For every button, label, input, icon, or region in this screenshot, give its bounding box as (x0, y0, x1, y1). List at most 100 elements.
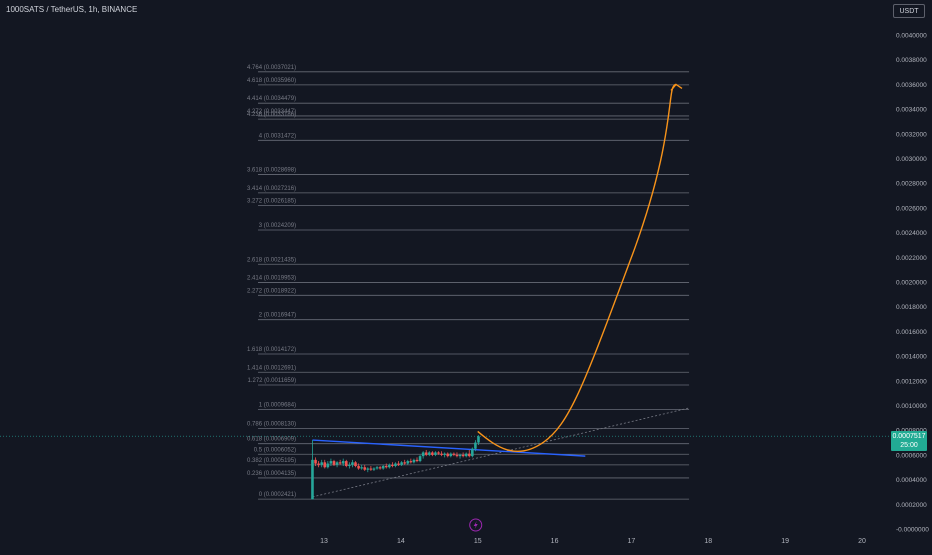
candle-up[interactable] (474, 442, 477, 449)
candle-up[interactable] (400, 462, 403, 465)
candle-down[interactable] (415, 459, 419, 462)
candle-layer[interactable] (311, 435, 480, 500)
fib-level-label: 4.236 (0.0033186) (247, 112, 296, 118)
candle-down[interactable] (338, 462, 342, 464)
current-price-badge: 0.0007517 25:00 (891, 431, 927, 451)
axis-layer[interactable]: 0.0040000 0.0038000 0.0036000 0.0034000 0.00… (320, 33, 929, 546)
fib-level-label: 4.618 (0.0035960) (247, 78, 296, 84)
candle-down[interactable] (455, 454, 459, 457)
y-axis-tick-label: 0.0010000 (896, 403, 927, 410)
y-axis-tick-label: -0.0000000 (896, 527, 929, 534)
y-axis-tick-label: 0.0026000 (896, 205, 927, 212)
candle-down[interactable] (357, 466, 360, 469)
candle-up[interactable] (471, 448, 474, 457)
candle-down[interactable] (332, 461, 336, 465)
candle-up[interactable] (311, 459, 314, 500)
x-axis-tick-label: 18 (704, 538, 712, 545)
symbol-title[interactable]: 1000SATS / TetherUS, 1h, BINANCE (6, 5, 138, 14)
bar-countdown-label: 25:00 (900, 442, 918, 449)
candle-up[interactable] (335, 462, 339, 465)
fib-level-label: 0.382 (0.0005195) (247, 458, 296, 464)
candle-down[interactable] (446, 453, 450, 457)
candle-down[interactable] (378, 467, 382, 469)
candle-down[interactable] (317, 463, 320, 465)
y-axis-tick-label: 0.0004000 (896, 477, 927, 484)
candle-up[interactable] (341, 461, 345, 464)
candle-up[interactable] (458, 454, 462, 457)
x-axis-tick-label: 15 (474, 538, 482, 545)
rising-dotted-trendline[interactable] (312, 407, 690, 498)
fib-level-label: 3.272 (0.0026185) (247, 199, 296, 205)
candle-down[interactable] (363, 467, 367, 470)
candle-down[interactable] (467, 453, 471, 457)
y-axis-tick-label: 0.0038000 (896, 57, 927, 64)
candle-up[interactable] (406, 461, 410, 464)
y-axis-tick-label: 0.0020000 (896, 280, 927, 287)
candle-down[interactable] (431, 452, 434, 455)
y-axis-tick-label: 0.0006000 (896, 452, 927, 459)
candle-up[interactable] (372, 468, 376, 470)
candle-down[interactable] (452, 453, 456, 455)
candle-down[interactable] (369, 468, 373, 470)
candle-down[interactable] (409, 461, 413, 463)
candle-up[interactable] (394, 463, 397, 467)
candle-up[interactable] (421, 452, 425, 457)
candle-up[interactable] (477, 436, 480, 443)
candle-down[interactable] (391, 464, 394, 467)
candle-down[interactable] (461, 454, 465, 457)
candle-up[interactable] (388, 464, 391, 468)
y-axis-tick-label: 0.0036000 (896, 82, 927, 89)
candle-down[interactable] (344, 461, 348, 467)
candle-up[interactable] (381, 466, 385, 469)
candle-up[interactable] (366, 468, 370, 470)
candle-up[interactable] (348, 464, 351, 467)
currency-button[interactable]: USDT (893, 4, 925, 18)
candle-down[interactable] (323, 462, 327, 468)
projection-curve-arrow[interactable] (477, 83, 677, 452)
icon-layer[interactable] (469, 518, 483, 532)
fib-level-label: 4.272 (0.0033447) (247, 109, 296, 115)
candle-up[interactable] (360, 467, 363, 469)
candle-up[interactable] (427, 452, 431, 455)
candle-down[interactable] (403, 462, 406, 464)
candle-up[interactable] (320, 462, 323, 465)
fib-level-label: 0 (0.0002421) (259, 492, 296, 498)
candle-down[interactable] (437, 452, 440, 454)
candle-up[interactable] (326, 463, 330, 468)
fib-level-label: 4.764 (0.0037021) (247, 65, 296, 71)
fib-level-label: 2 (0.0016947) (259, 313, 296, 319)
x-axis-tick-label: 13 (320, 538, 328, 545)
candle-down[interactable] (440, 453, 443, 455)
fib-level-label: 1 (0.0009684) (259, 402, 296, 408)
candle-up[interactable] (351, 462, 354, 465)
fib-layer[interactable]: 4.764 (0.0037021) 4.618 (0.0035960) 4.414 … (247, 65, 690, 500)
fib-level-label: 0.618 (0.0006909) (247, 437, 296, 443)
candle-up[interactable] (443, 453, 446, 455)
drawing-layer[interactable] (0, 83, 890, 498)
fib-level-label: 4.414 (0.0034479) (247, 96, 296, 102)
fib-level-label: 2.414 (0.0019953) (247, 276, 296, 282)
candle-down[interactable] (384, 466, 388, 468)
candle-up[interactable] (418, 456, 422, 462)
y-axis-tick-label: 0.0024000 (896, 230, 927, 237)
y-axis-tick-label: 0.0022000 (896, 255, 927, 262)
candle-up[interactable] (434, 452, 437, 455)
fib-level-label: 3 (0.0024209) (259, 223, 296, 229)
candle-down[interactable] (354, 462, 357, 467)
candle-down[interactable] (424, 452, 428, 455)
candle-up[interactable] (329, 461, 333, 464)
fib-level-label: 0.786 (0.0008130) (247, 422, 296, 428)
fib-level-label: 4 (0.0031472) (259, 133, 296, 139)
candle-up[interactable] (464, 453, 468, 457)
candle-up[interactable] (375, 467, 379, 469)
candle-down[interactable] (314, 459, 317, 464)
candle-down[interactable] (397, 463, 400, 465)
x-axis-tick-label: 20 (858, 538, 866, 545)
candle-up[interactable] (412, 459, 416, 463)
fib-level-label: 2.618 (0.0021435) (247, 257, 296, 263)
blue-trendline[interactable] (312, 439, 586, 457)
candle-up[interactable] (449, 453, 453, 457)
fib-level-label: 1.272 (0.0011659) (247, 378, 296, 384)
